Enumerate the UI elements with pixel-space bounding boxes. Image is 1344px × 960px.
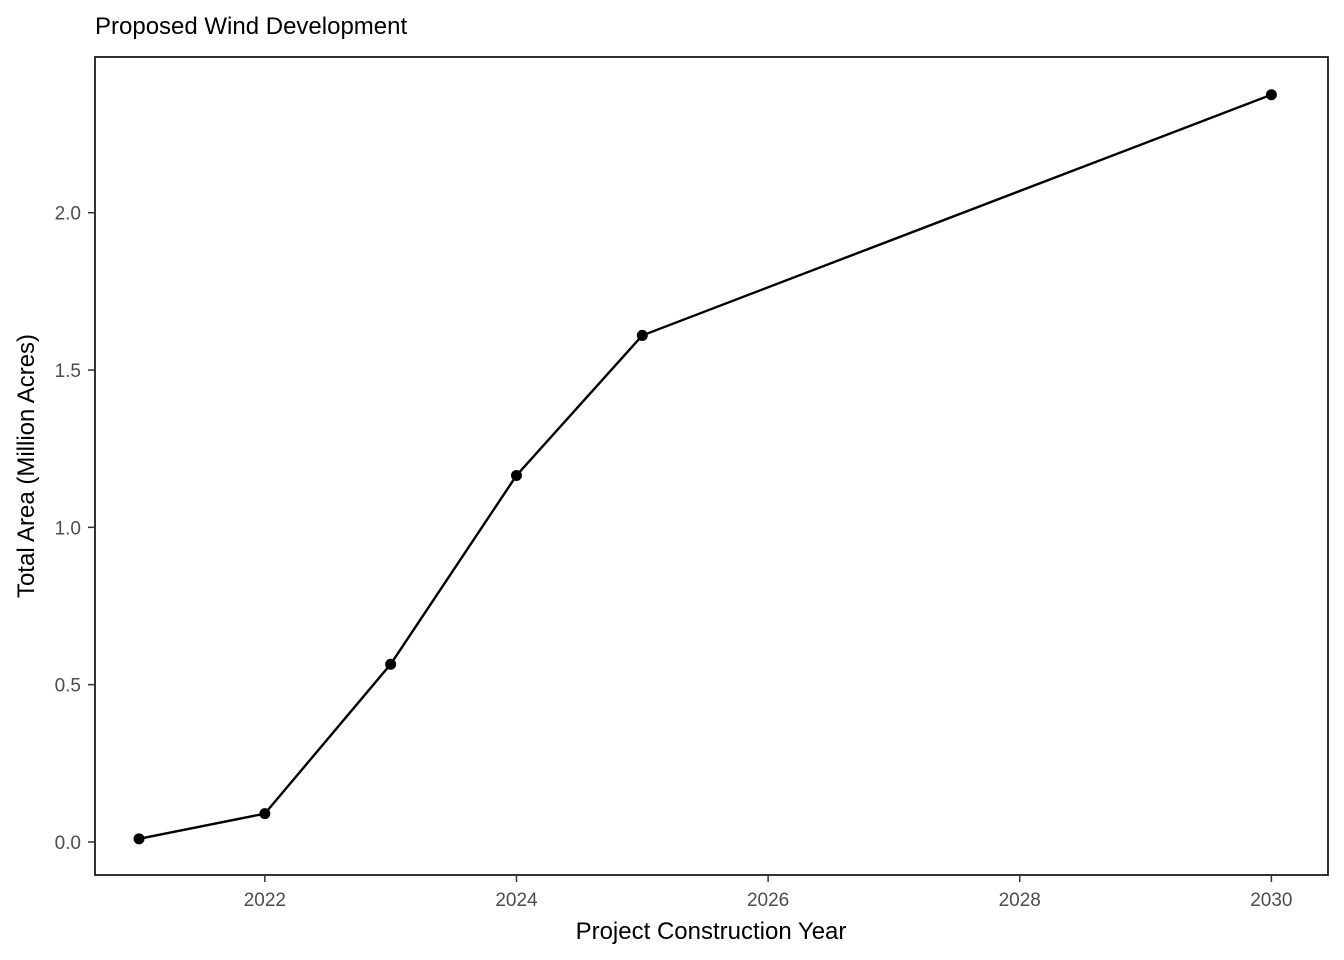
y-tick-label: 0.5 <box>55 676 81 697</box>
data-point <box>259 808 271 820</box>
x-tick-label: 2030 <box>1250 890 1292 911</box>
data-point <box>385 658 397 670</box>
x-tick-label: 2024 <box>495 890 538 911</box>
data-point <box>510 469 522 481</box>
y-tick-label: 1.5 <box>55 361 81 382</box>
y-tick-label: 1.0 <box>55 518 81 539</box>
y-tick-label: 2.0 <box>55 204 81 225</box>
series-line <box>138 93 1272 840</box>
x-tick-label: 2028 <box>999 890 1041 911</box>
y-axis-title: Total Area (Million Acres) <box>13 334 40 598</box>
series-lines <box>138 93 1272 840</box>
x-axis-ticks: 2022 2024 2026 2028 2030 <box>244 875 1293 911</box>
y-axis-ticks: 0.0 0.5 1.0 1.5 2.0 <box>55 204 95 854</box>
x-axis-title: Project Construction Year <box>576 918 847 945</box>
data-point <box>133 833 145 845</box>
y-tick-label: 0.0 <box>55 833 81 854</box>
plot-panel-border <box>94 56 1329 876</box>
series-points <box>133 89 1277 845</box>
x-tick-label: 2022 <box>244 890 286 911</box>
chart-title: Proposed Wind Development <box>95 13 407 40</box>
x-tick-label: 2026 <box>747 890 789 911</box>
data-point <box>636 329 648 341</box>
data-point <box>1265 89 1277 101</box>
